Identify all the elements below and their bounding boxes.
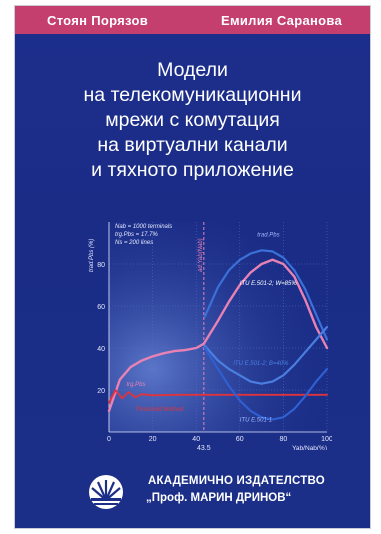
series-label: ITU E.501-1 <box>240 418 272 424</box>
publisher-subname: „Проф. МАРИН ДРИНОВ“ <box>146 492 292 504</box>
marker-label: 43.5 <box>197 445 211 450</box>
series-label: ITU E.501-2; W=85% <box>240 281 298 287</box>
author-name: Стоян Порязов <box>47 13 149 28</box>
plot-glow <box>109 222 327 432</box>
title-line: на телекомуникационни <box>83 84 302 106</box>
title-line: и тяхното приложение <box>91 159 294 181</box>
title-line: на виртуални канали <box>97 134 288 156</box>
series-trad-pbs <box>107 258 329 413</box>
chart-annotation: trg.Pbs = 17.7% <box>115 232 159 238</box>
x-axis-label: Yab/Nab(%) <box>292 445 327 450</box>
y-axis-label: trad.Pbs (%) <box>89 239 95 272</box>
x-tick-label: 60 <box>236 436 244 443</box>
x-tick-label: 40 <box>192 436 200 443</box>
series-label: trg.Pbs <box>126 382 145 388</box>
title-line: мрежи с комутация <box>105 109 280 131</box>
y-tick-label: 80 <box>97 262 105 269</box>
author-bar: Стоян Порязов Емилия Саранова <box>15 6 370 34</box>
chart-svg: 20 40 60 80 0 20 40 60 80 100 43.5 ad.Yab(Nab) trad.… <box>89 222 332 450</box>
series-trg-pbs <box>108 389 328 404</box>
x-tick-label: 80 <box>280 436 288 443</box>
x-tick-label: 0 <box>107 436 111 443</box>
cover-chart: 20 40 60 80 0 20 40 60 80 100 43.5 ad.Yab(Nab) trad.… <box>87 212 332 450</box>
y-tick-label: 60 <box>97 304 105 311</box>
publisher-block: АКАДЕМИЧНО ИЗДАТЕЛСТВО „Проф. МАРИН ДРИН… <box>88 472 328 512</box>
series-label: Threshold Method <box>135 407 184 413</box>
x-tick-label: 20 <box>149 436 157 443</box>
chart-annotation: Nab = 1000 terminals <box>115 224 172 230</box>
series-itu-b40 <box>203 325 329 385</box>
vertical-line-label: ad.Yab(Nab) <box>198 238 204 272</box>
sunburst-logo-icon <box>89 475 123 509</box>
x-tick-label: 100 <box>321 436 332 443</box>
series-itu-e501-1 <box>203 346 329 421</box>
book-cover: Стоян Порязов Емилия Саранова Модели на … <box>15 6 370 528</box>
y-tick-label: 20 <box>97 388 105 395</box>
book-title: Модели на телекомуникационни мрежи с ком… <box>15 58 370 183</box>
series-label: trad.Pbs <box>257 233 279 239</box>
author-name: Емилия Саранова <box>221 13 343 28</box>
publisher-name: АКАДЕМИЧНО ИЗДАТЕЛСТВО <box>148 475 325 487</box>
title-line: Модели <box>157 59 228 81</box>
y-tick-label: 40 <box>97 346 105 353</box>
chart-annotation: Ns = 200 lines <box>115 240 153 246</box>
series-itu-w85 <box>203 249 329 341</box>
series-label: ITU E.501-2; B=40% <box>233 361 289 367</box>
